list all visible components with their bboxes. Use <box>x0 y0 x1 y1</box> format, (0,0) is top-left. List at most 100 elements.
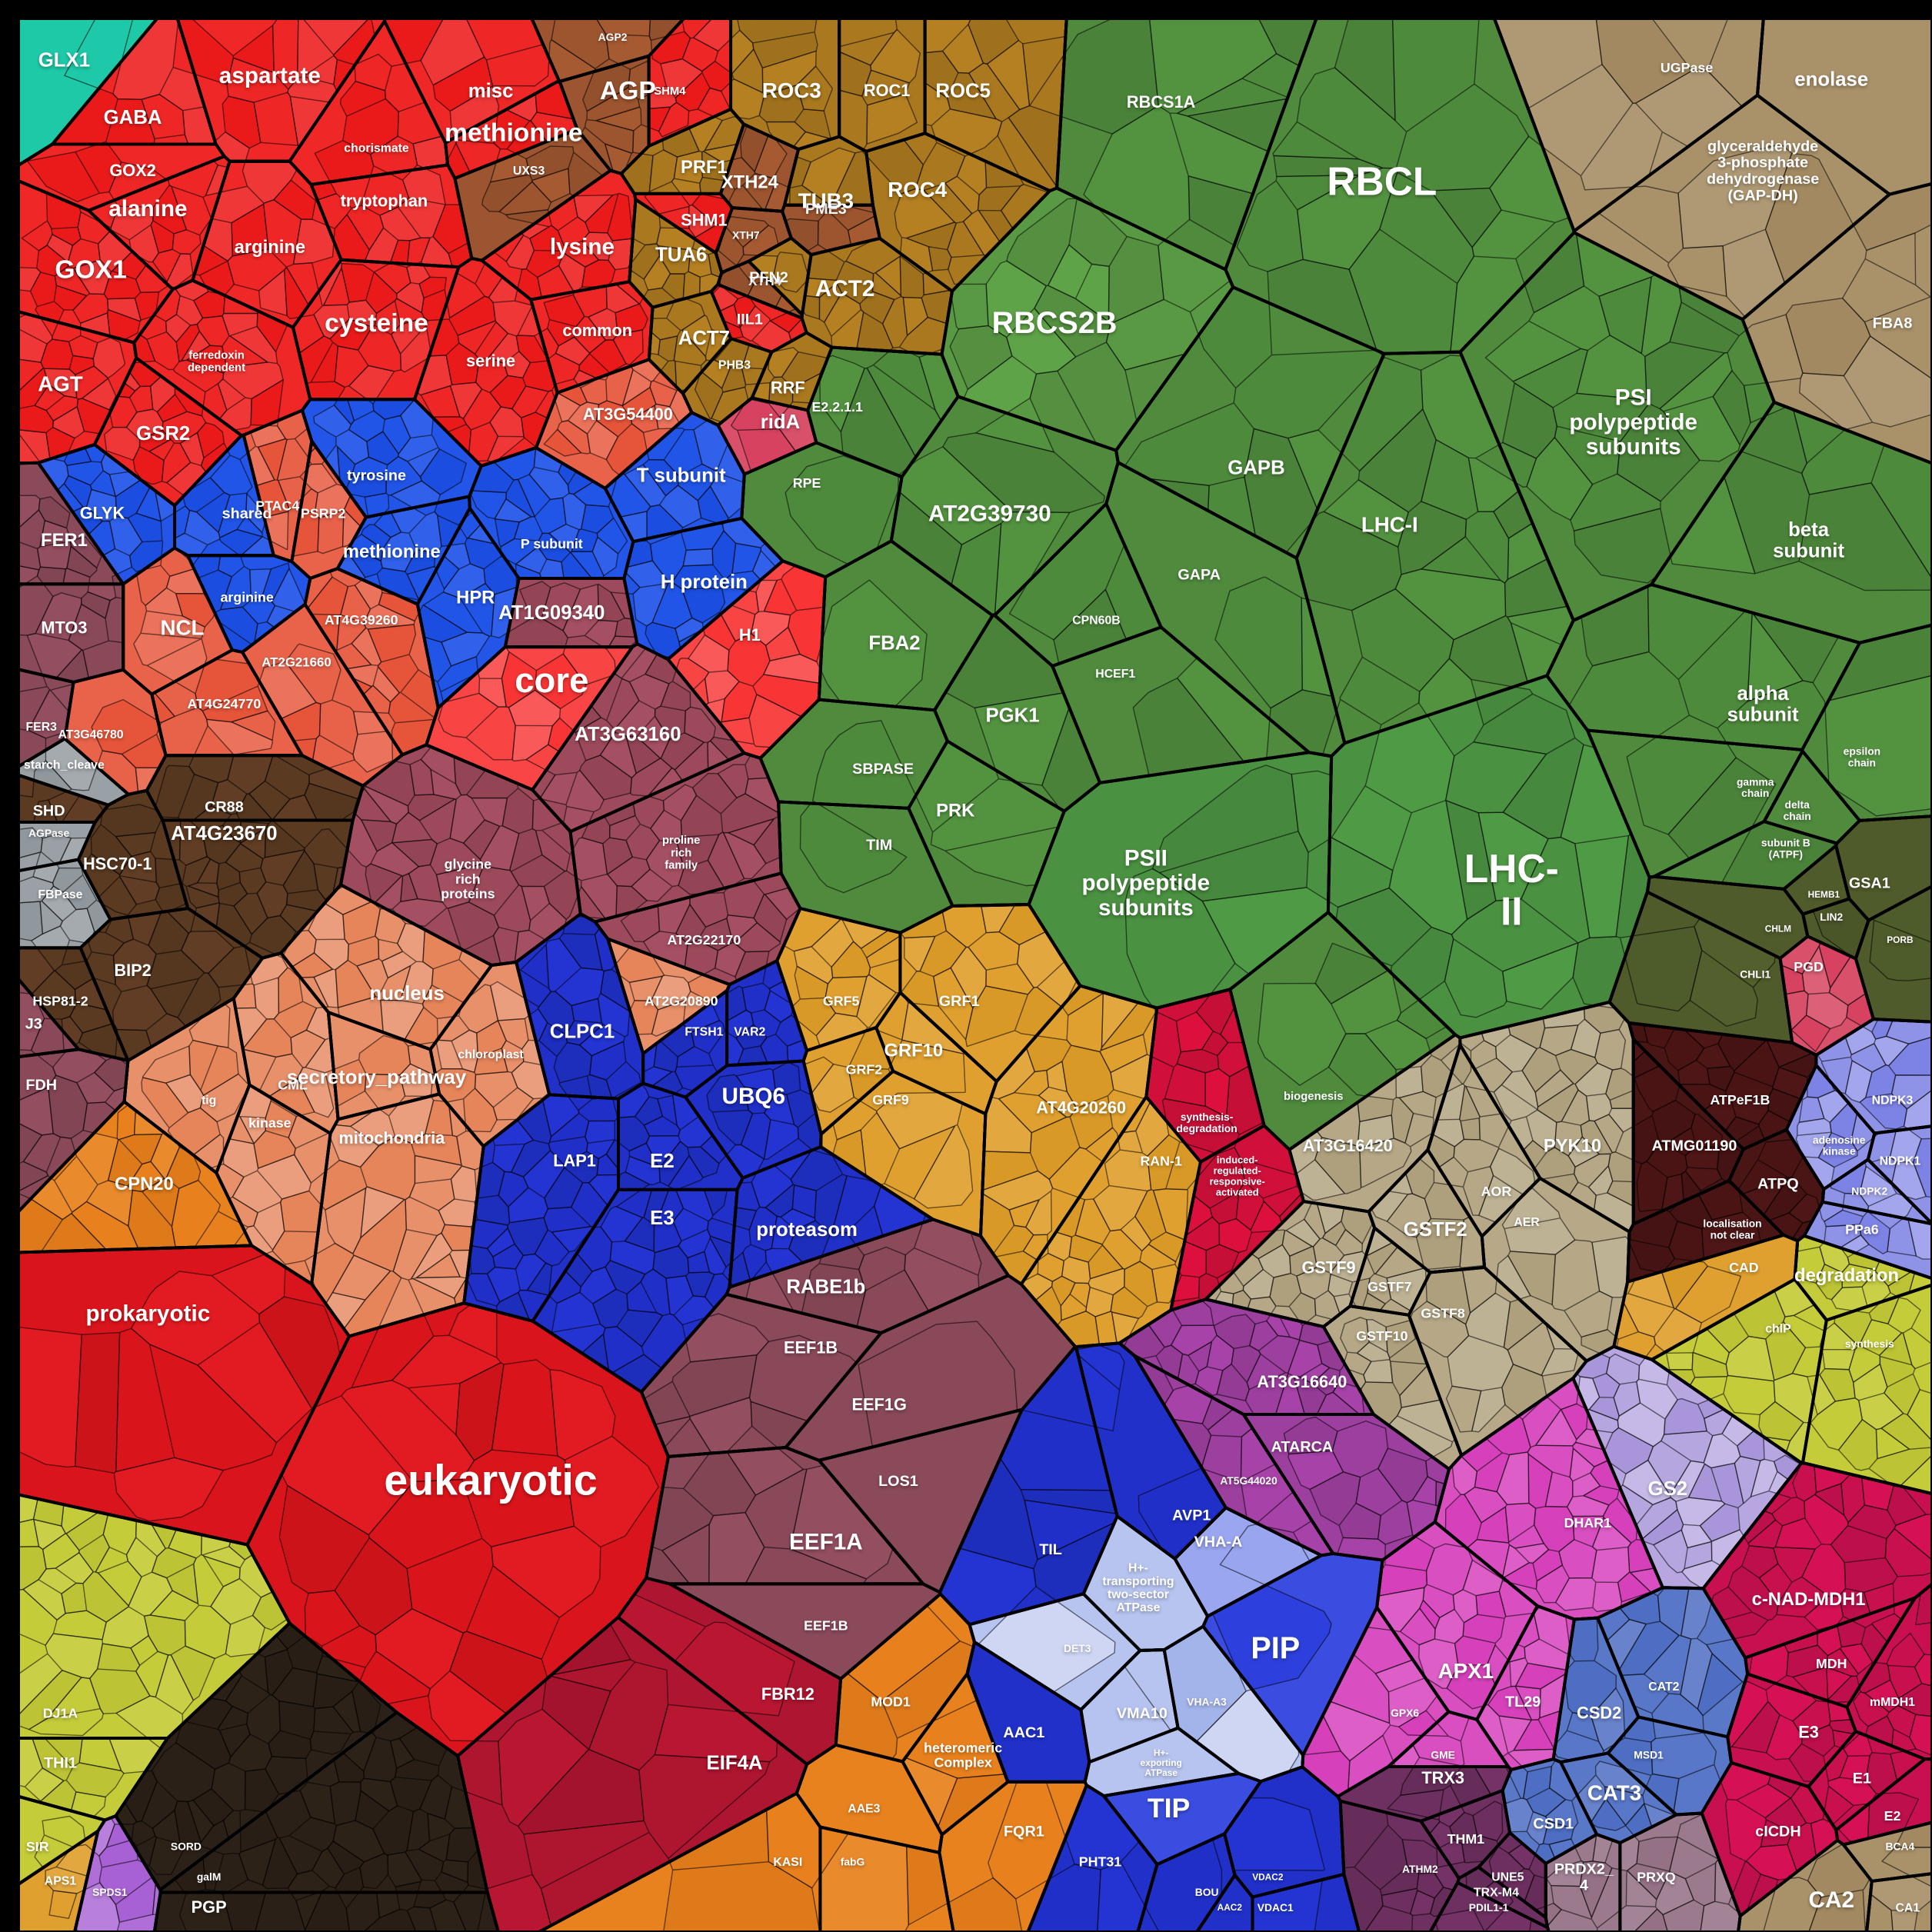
svg-text:ROC1: ROC1 <box>864 81 910 100</box>
svg-text:GRF1: GRF1 <box>939 993 980 1010</box>
svg-text:chain: chain <box>1848 757 1876 769</box>
svg-text:CSD2: CSD2 <box>1577 1704 1621 1723</box>
svg-text:nucleus: nucleus <box>369 983 444 1004</box>
svg-text:CSD1: CSD1 <box>1533 1816 1574 1833</box>
svg-text:AT4G20260: AT4G20260 <box>1036 1098 1126 1117</box>
svg-text:AT3G54400: AT3G54400 <box>583 405 673 424</box>
svg-text:tyrosine: tyrosine <box>347 468 406 485</box>
svg-text:cysteine: cysteine <box>325 309 428 338</box>
svg-text:II: II <box>1501 888 1523 933</box>
svg-text:GRF10: GRF10 <box>884 1041 943 1061</box>
svg-text:VMA10: VMA10 <box>1117 1705 1168 1722</box>
svg-text:GABA: GABA <box>104 107 162 128</box>
svg-text:PFN2: PFN2 <box>749 269 788 286</box>
svg-text:ATPase: ATPase <box>1144 1767 1178 1778</box>
svg-text:CA1: CA1 <box>1895 1901 1920 1914</box>
svg-text:H1: H1 <box>739 625 761 645</box>
svg-text:transporting: transporting <box>1102 1575 1174 1588</box>
svg-text:PGD: PGD <box>1794 959 1824 974</box>
svg-text:synthesis-: synthesis- <box>1181 1111 1234 1123</box>
svg-text:ACT7: ACT7 <box>678 328 730 349</box>
svg-text:subunit: subunit <box>1773 541 1844 562</box>
svg-text:PIP: PIP <box>1251 1631 1300 1665</box>
svg-text:proteasom: proteasom <box>756 1219 858 1241</box>
svg-text:biogenesis: biogenesis <box>1284 1091 1344 1103</box>
svg-text:CHLM: CHLM <box>1765 923 1791 934</box>
svg-text:PSII: PSII <box>1124 846 1168 871</box>
svg-text:RBCS2B: RBCS2B <box>992 306 1118 340</box>
svg-text:secretory_pathway: secretory_pathway <box>287 1067 467 1088</box>
svg-text:VDAC2: VDAC2 <box>1252 1871 1284 1882</box>
svg-text:TL29: TL29 <box>1505 1694 1541 1710</box>
svg-text:mMDH1: mMDH1 <box>1870 1696 1915 1709</box>
svg-text:prokaryotic: prokaryotic <box>85 1301 210 1326</box>
svg-text:common: common <box>562 321 632 340</box>
svg-text:AT4G39260: AT4G39260 <box>325 612 398 628</box>
svg-text:ATHM2: ATHM2 <box>1402 1863 1438 1875</box>
svg-text:subunit: subunit <box>1727 705 1799 726</box>
svg-text:regulated-: regulated- <box>1214 1165 1261 1177</box>
svg-text:PRF1: PRF1 <box>681 157 728 178</box>
svg-text:SBPASE: SBPASE <box>852 761 914 778</box>
svg-text:two-sector: two-sector <box>1108 1588 1169 1601</box>
svg-text:FER3: FER3 <box>25 721 57 734</box>
svg-text:EEF1A: EEF1A <box>789 1529 863 1554</box>
svg-text:AT2G20890: AT2G20890 <box>645 993 718 1008</box>
svg-text:GS2: GS2 <box>1648 1478 1688 1500</box>
svg-text:GLX1: GLX1 <box>38 50 90 72</box>
svg-text:GOX2: GOX2 <box>109 161 155 180</box>
svg-text:ACT2: ACT2 <box>815 276 875 301</box>
svg-text:starch_cleave: starch_cleave <box>24 759 105 772</box>
svg-text:SORD: SORD <box>171 1840 202 1853</box>
svg-text:EEF1G: EEF1G <box>852 1395 907 1414</box>
svg-text:ferredoxin: ferredoxin <box>188 349 245 361</box>
svg-text:LHC-: LHC- <box>1464 846 1559 891</box>
svg-text:E2: E2 <box>650 1151 675 1172</box>
svg-text:glyceraldehyde: glyceraldehyde <box>1707 138 1818 155</box>
svg-text:PHT31: PHT31 <box>1079 1854 1122 1870</box>
svg-text:ridA: ridA <box>761 411 800 433</box>
svg-text:(GAP-DH): (GAP-DH) <box>1727 188 1797 205</box>
svg-text:degradation: degradation <box>1176 1122 1237 1134</box>
svg-text:CR88: CR88 <box>205 798 244 815</box>
svg-text:PYK10: PYK10 <box>1544 1135 1601 1156</box>
svg-text:GME: GME <box>1431 1749 1455 1761</box>
svg-text:AT2G21660: AT2G21660 <box>261 655 331 669</box>
svg-text:XTH7: XTH7 <box>732 229 760 242</box>
svg-text:AT4G23670: AT4G23670 <box>171 823 277 844</box>
svg-text:EEF1B: EEF1B <box>804 1618 848 1634</box>
svg-text:E1: E1 <box>1853 1770 1871 1787</box>
svg-text:GRF9: GRF9 <box>872 1092 909 1108</box>
svg-text:AOR: AOR <box>1481 1184 1512 1199</box>
svg-text:CHLI1: CHLI1 <box>1740 968 1770 980</box>
svg-text:P subunit: P subunit <box>521 536 583 551</box>
svg-text:VHA-A3: VHA-A3 <box>1187 1695 1227 1707</box>
svg-text:GSR2: GSR2 <box>136 423 190 445</box>
svg-text:serine: serine <box>466 351 515 371</box>
svg-text:AT1G09340: AT1G09340 <box>498 602 605 624</box>
svg-text:E3: E3 <box>1798 1722 1819 1741</box>
svg-text:cICDH: cICDH <box>1755 1824 1800 1840</box>
svg-text:PGK1: PGK1 <box>985 705 1039 726</box>
svg-text:CPN20: CPN20 <box>115 1174 174 1194</box>
svg-text:BOU: BOU <box>1195 1886 1219 1898</box>
svg-text:AT3G46780: AT3G46780 <box>58 728 124 741</box>
svg-text:PDIL1-1: PDIL1-1 <box>1469 1901 1509 1914</box>
svg-text:VHA-A: VHA-A <box>1194 1534 1243 1551</box>
svg-text:enolase: enolase <box>1794 68 1868 90</box>
svg-text:AGPase: AGPase <box>28 827 69 839</box>
svg-text:SHM1: SHM1 <box>681 210 727 229</box>
svg-text:GAPB: GAPB <box>1227 458 1284 479</box>
svg-text:LOS1: LOS1 <box>878 1473 918 1490</box>
svg-text:GLYK: GLYK <box>80 504 125 523</box>
svg-text:HCEF1: HCEF1 <box>1095 668 1135 681</box>
svg-text:TUA6: TUA6 <box>655 244 707 265</box>
svg-text:Complex: Complex <box>934 1755 992 1770</box>
svg-text:RPE: RPE <box>793 475 821 491</box>
svg-text:arginine: arginine <box>220 589 273 605</box>
svg-text:HSP81-2: HSP81-2 <box>32 993 88 1008</box>
svg-text:NDPK3: NDPK3 <box>1872 1094 1914 1107</box>
svg-text:TRX3: TRX3 <box>1421 1768 1464 1787</box>
svg-text:AT4G24770: AT4G24770 <box>188 696 261 711</box>
svg-text:ATPQ: ATPQ <box>1757 1176 1799 1193</box>
